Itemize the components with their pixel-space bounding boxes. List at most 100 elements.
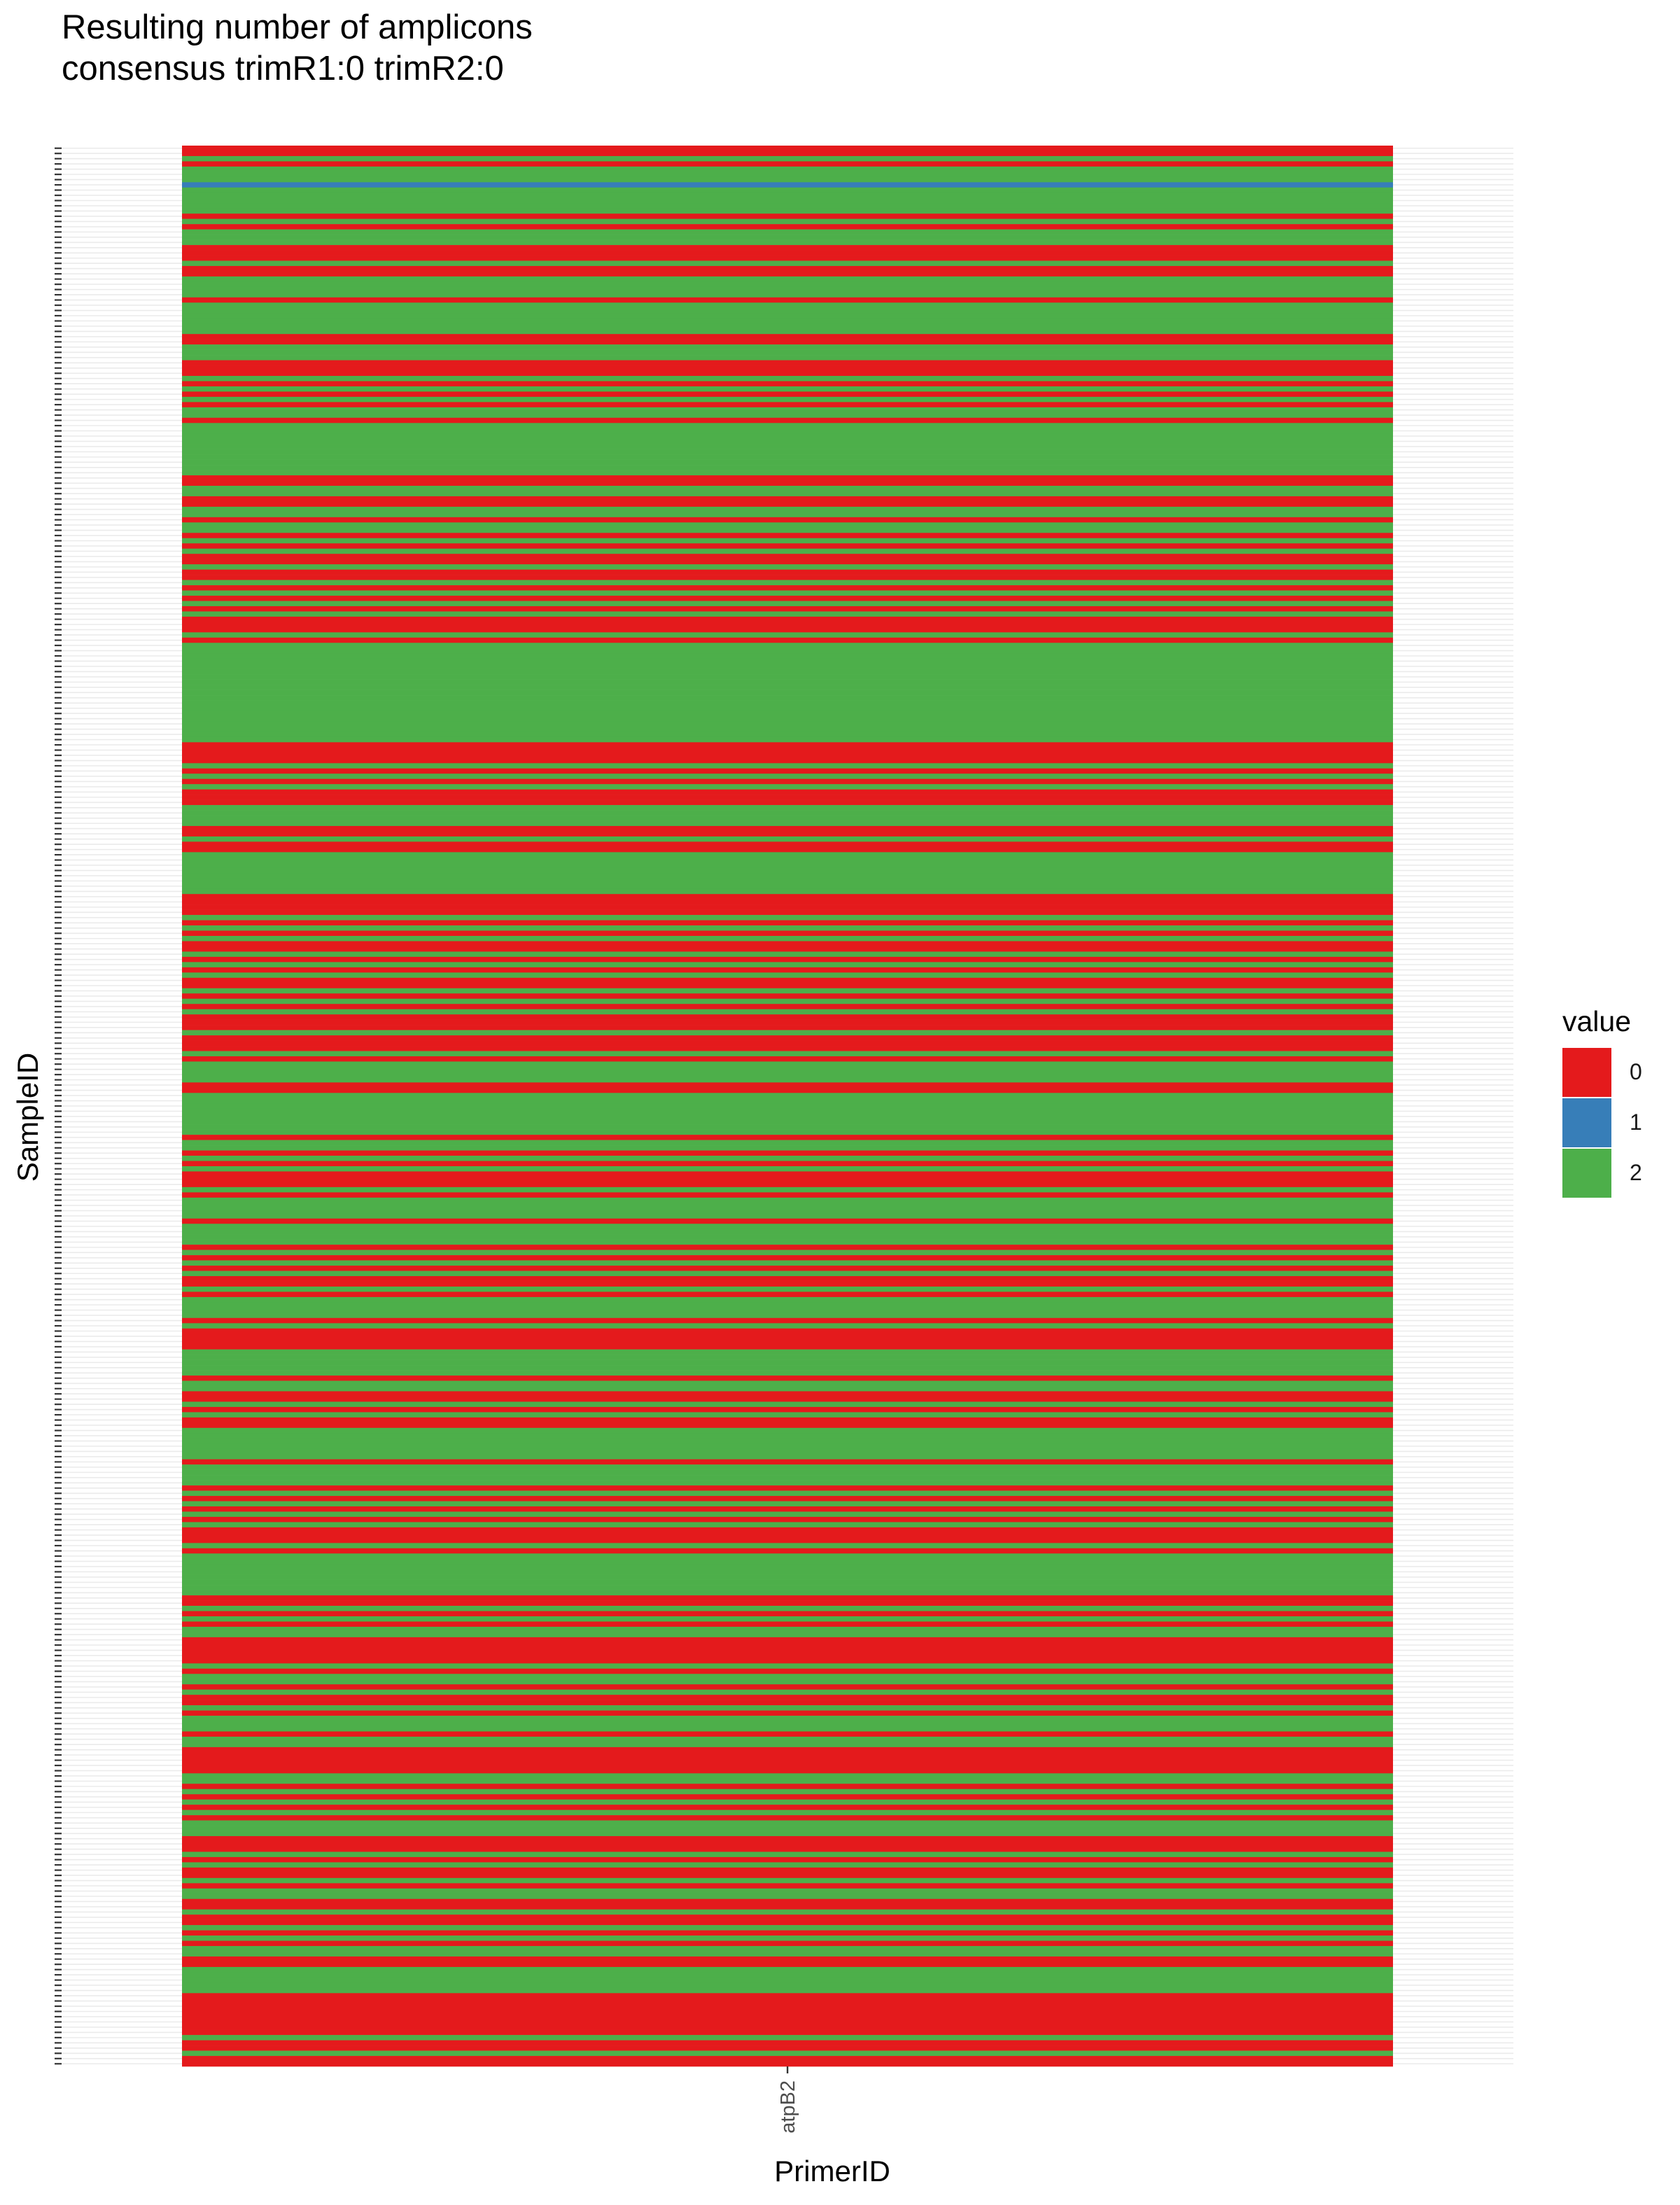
heatmap-tile xyxy=(182,909,1393,916)
heatmap-tile xyxy=(182,155,1393,162)
heatmap-tile xyxy=(182,1140,1393,1146)
x-axis-title: PrimerID xyxy=(774,2155,890,2188)
heatmap-tile xyxy=(182,1809,1393,1816)
heatmap-tile xyxy=(182,465,1393,470)
heatmap-tile xyxy=(182,1626,1393,1632)
heatmap-tile xyxy=(182,664,1393,669)
heatmap-tile xyxy=(182,208,1393,214)
heatmap-tile xyxy=(182,1182,1393,1188)
heatmap-tile xyxy=(182,1951,1393,1957)
heatmap-tile xyxy=(182,506,1393,512)
heatmap-tile xyxy=(182,742,1393,748)
heatmap-tile xyxy=(182,1695,1393,1700)
heatmap-tile xyxy=(182,1145,1393,1151)
heatmap-tile xyxy=(182,1019,1393,1026)
heatmap-tile xyxy=(182,1501,1393,1507)
heatmap-tile xyxy=(182,1993,1393,1999)
heatmap-tile xyxy=(182,318,1393,324)
heatmap-tile xyxy=(182,245,1393,251)
heatmap-tile xyxy=(182,1098,1393,1104)
heatmap-tile xyxy=(182,1731,1393,1737)
heatmap-tile xyxy=(182,2029,1393,2036)
heatmap-tile xyxy=(182,648,1393,654)
heatmap-tile xyxy=(182,1082,1393,1088)
heatmap-tile xyxy=(182,1192,1393,1198)
heatmap-tile xyxy=(182,825,1393,832)
heatmap-tile xyxy=(182,1862,1393,1868)
heatmap-tile xyxy=(182,1448,1393,1455)
heatmap-tile xyxy=(182,1386,1393,1392)
heatmap-tile xyxy=(182,1977,1393,1983)
heatmap-tile xyxy=(182,674,1393,680)
heatmap-tile xyxy=(182,1438,1393,1444)
heatmap-tile xyxy=(182,862,1393,869)
heatmap-tile xyxy=(182,1422,1393,1429)
heatmap-tile xyxy=(182,527,1393,533)
heatmap-tile xyxy=(182,972,1393,979)
heatmap-tile xyxy=(182,1464,1393,1470)
heatmap-tile xyxy=(182,522,1393,528)
heatmap-tile xyxy=(182,794,1393,800)
heatmap-tile xyxy=(182,1124,1393,1130)
heatmap-tile xyxy=(182,1077,1393,1083)
heatmap-tile xyxy=(182,993,1393,1000)
heatmap-tile xyxy=(182,2014,1393,2020)
heatmap-tile xyxy=(182,459,1393,465)
heatmap-tile xyxy=(182,1323,1393,1329)
heatmap-tile xyxy=(182,1328,1393,1334)
heatmap-tile xyxy=(182,1176,1393,1182)
heatmap-tile xyxy=(182,433,1393,440)
heatmap-tile xyxy=(182,747,1393,753)
heatmap-tile xyxy=(182,554,1393,559)
heatmap-tile xyxy=(182,1051,1393,1057)
heatmap-tile xyxy=(182,328,1393,335)
heatmap-tile xyxy=(182,1344,1393,1350)
heatmap-tile xyxy=(182,1595,1393,1601)
heatmap-tile xyxy=(182,1700,1393,1706)
heatmap-tile xyxy=(182,1998,1393,2004)
heatmap-tile xyxy=(182,187,1393,193)
heatmap-tile xyxy=(182,485,1393,491)
heatmap-tile xyxy=(182,1736,1393,1742)
heatmap-tile xyxy=(182,1799,1393,1805)
heatmap-tile xyxy=(182,1359,1393,1366)
heatmap-tile xyxy=(182,480,1393,486)
heatmap-tile xyxy=(182,1270,1393,1277)
heatmap-tile xyxy=(182,1710,1393,1716)
heatmap-tile xyxy=(182,449,1393,455)
heatmap-tile xyxy=(182,543,1393,550)
heatmap-tile xyxy=(182,1046,1393,1051)
heatmap-tile xyxy=(182,1516,1393,1522)
heatmap-tile xyxy=(182,846,1393,853)
heatmap-tile xyxy=(182,590,1393,596)
heatmap-tile xyxy=(182,700,1393,706)
heatmap-tile xyxy=(182,1480,1393,1486)
heatmap-tile xyxy=(182,1788,1393,1795)
heatmap-tile xyxy=(182,396,1393,402)
heatmap-tile xyxy=(182,1250,1393,1256)
heatmap-tile xyxy=(182,349,1393,356)
heatmap-tile xyxy=(182,1925,1393,1931)
heatmap-tile xyxy=(182,784,1393,790)
heatmap-tile xyxy=(182,1061,1393,1068)
heatmap-tile xyxy=(182,1266,1393,1271)
heatmap-tile xyxy=(182,752,1393,759)
heatmap-tile xyxy=(182,1114,1393,1119)
heatmap-tile xyxy=(182,1213,1393,1219)
heatmap-tile xyxy=(182,983,1393,989)
heatmap-tile xyxy=(182,381,1393,387)
heatmap-tile xyxy=(182,715,1393,722)
heatmap-tile xyxy=(182,1093,1393,1099)
heatmap-tile xyxy=(182,1846,1393,1852)
heatmap-tile xyxy=(182,1087,1393,1093)
heatmap-tile xyxy=(182,857,1393,863)
heatmap-tile xyxy=(182,1427,1393,1434)
heatmap-tile xyxy=(182,1030,1393,1036)
heatmap-tile xyxy=(182,1417,1393,1423)
heatmap-tiles xyxy=(182,146,1393,2067)
legend-swatch-2 xyxy=(1562,1149,1611,1198)
heatmap-tile xyxy=(182,580,1393,586)
heatmap-tile xyxy=(182,1396,1393,1402)
heatmap-tile xyxy=(182,1317,1393,1324)
heatmap-tile xyxy=(182,1867,1393,1873)
